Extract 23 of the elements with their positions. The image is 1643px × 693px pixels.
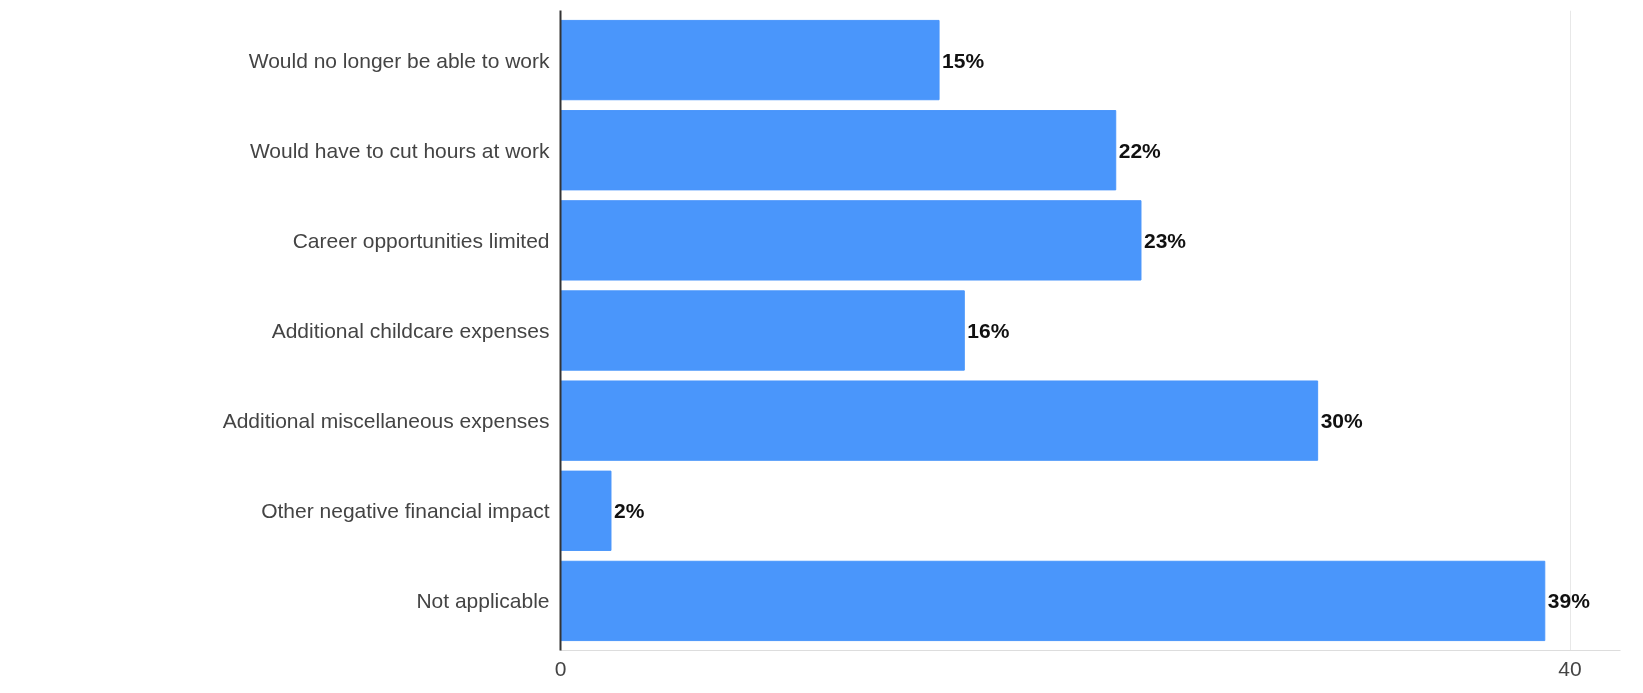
bar (560, 110, 1117, 191)
y-tick-label: Other negative financial impact (261, 499, 550, 523)
x-tick-label: 0 (554, 656, 567, 680)
data-label: 2% (613, 499, 645, 523)
y-tick-label: Additional childcare expenses (271, 319, 550, 342)
data-label: 23% (1143, 228, 1187, 252)
data-label: 30% (1320, 409, 1363, 433)
bar (560, 560, 1546, 642)
data-label: 15% (942, 48, 985, 72)
data-label: 22% (1118, 138, 1162, 162)
y-tick-label: Additional miscellaneous expenses (222, 409, 550, 433)
bar (560, 19, 940, 101)
y-tick-label: Career opportunities limited (292, 228, 550, 252)
y-tick-label: Not applicable (416, 589, 550, 613)
bar (560, 470, 612, 551)
bar (560, 380, 1319, 461)
bar (560, 290, 965, 371)
x-tick-label: 40 (1558, 656, 1582, 680)
data-label: 39% (1547, 589, 1591, 613)
y-tick-label: Would have to cut hours at work (249, 138, 550, 162)
bar (560, 200, 1142, 281)
data-label: 16% (967, 319, 1010, 342)
y-tick-label: Would no longer be able to work (248, 48, 550, 72)
